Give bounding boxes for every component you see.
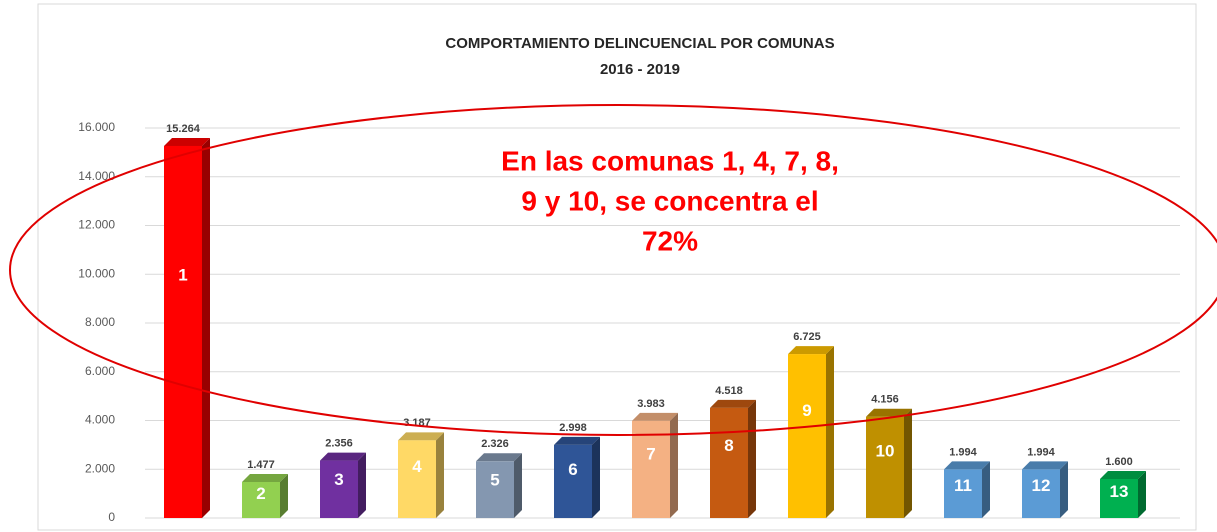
bar-side — [358, 452, 366, 518]
bar-side — [982, 461, 990, 518]
bar — [788, 354, 826, 518]
bar-side — [592, 436, 600, 518]
bar-side — [436, 432, 444, 518]
annotation: En las comunas 1, 4, 7, 8, 9 y 10, se con… — [501, 145, 839, 256]
category-label: 8 — [724, 436, 733, 455]
value-label: 2.998 — [559, 422, 587, 434]
annotation-line: 9 y 10, se concentra el — [521, 185, 818, 216]
category-label: 10 — [876, 442, 895, 461]
y-tick-label: 0 — [108, 510, 115, 524]
value-label: 1.600 — [1105, 456, 1133, 468]
value-label: 15.264 — [166, 123, 201, 135]
bar — [632, 420, 670, 518]
category-label: 11 — [954, 476, 972, 495]
bar-top — [866, 408, 912, 417]
bar — [476, 461, 514, 518]
bars: 15.26411.47722.35633.18742.32652.99863.9… — [164, 123, 1146, 518]
category-label: 12 — [1032, 476, 1051, 495]
bar-side — [1138, 471, 1146, 518]
bar-side — [202, 137, 210, 518]
bar-top — [632, 412, 678, 421]
bar-side — [670, 412, 678, 518]
bar-top — [788, 346, 834, 355]
bar — [866, 416, 904, 518]
bar-top — [554, 436, 600, 445]
bar — [944, 469, 982, 518]
bar-top — [164, 137, 210, 146]
bar-side — [514, 453, 522, 518]
highlight-ellipse — [9, 104, 1217, 436]
value-label: 2.326 — [481, 438, 509, 450]
bar-top — [476, 453, 522, 462]
bar-top — [1022, 461, 1068, 470]
y-tick-label: 4.000 — [85, 413, 115, 427]
bar-side — [280, 473, 288, 518]
bar-side — [904, 408, 912, 518]
y-tick-label: 16.000 — [78, 120, 115, 134]
y-tick-label: 10.000 — [78, 266, 115, 280]
category-label: 5 — [490, 471, 499, 490]
bar — [1100, 479, 1138, 518]
chart-title: COMPORTAMIENTO DELINCUENCIAL POR COMUNAS — [445, 35, 834, 52]
bar — [164, 145, 202, 518]
y-tick-label: 14.000 — [78, 169, 115, 183]
y-tick-label: 12.000 — [78, 218, 115, 232]
category-label: 2 — [256, 484, 265, 503]
value-label: 4.518 — [715, 385, 743, 397]
category-label: 6 — [568, 460, 577, 479]
bar-top — [1100, 471, 1146, 479]
bar — [710, 407, 748, 518]
y-tick-label: 8.000 — [85, 315, 115, 329]
annotation-line: 72% — [642, 225, 698, 256]
bar-top — [320, 452, 366, 461]
chart-subtitle: 2016 - 2019 — [600, 61, 680, 78]
value-label: 1.994 — [949, 446, 977, 458]
bar-side — [1060, 461, 1068, 518]
bar — [554, 444, 592, 518]
grid: 0 2.000 4.000 6.000 8.000 10.000 12.000 14.000 1… — [78, 120, 1180, 524]
y-tick-label: 6.000 — [85, 364, 115, 378]
value-label: 4.156 — [871, 394, 899, 406]
bar-side — [748, 399, 756, 518]
bar — [398, 440, 436, 518]
category-label: 13 — [1110, 482, 1129, 501]
category-label: 9 — [802, 401, 811, 420]
category-label: 1 — [178, 266, 187, 285]
value-label: 6.725 — [793, 331, 821, 343]
bar-side — [826, 346, 834, 518]
bar-top — [242, 473, 288, 482]
value-label: 2.356 — [325, 437, 353, 449]
category-label: 3 — [334, 470, 343, 489]
bar-top — [398, 432, 444, 441]
category-label: 4 — [412, 457, 422, 476]
bar — [242, 481, 280, 518]
value-label: 1.994 — [1027, 446, 1055, 458]
bar-top — [710, 399, 756, 408]
annotation-line: En las comunas 1, 4, 7, 8, — [501, 145, 839, 176]
bar — [1022, 469, 1060, 518]
bar — [320, 460, 358, 518]
y-tick-label: 2.000 — [85, 461, 115, 475]
value-label: 1.477 — [247, 459, 275, 471]
chart-frame — [37, 3, 1197, 531]
bar-top — [944, 461, 990, 470]
value-label: 3.983 — [637, 398, 665, 410]
category-label: 7 — [646, 444, 655, 463]
